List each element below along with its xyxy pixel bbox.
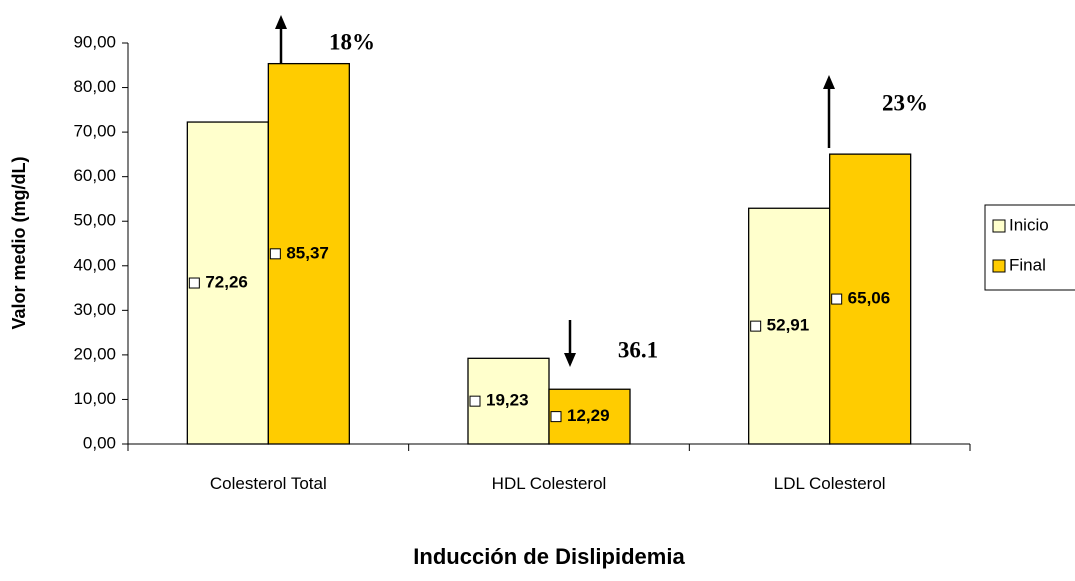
label-marker bbox=[750, 320, 762, 332]
label-marker bbox=[269, 248, 281, 260]
legend-box bbox=[984, 204, 1075, 291]
legend-label: Final bbox=[1009, 255, 1046, 274]
x-tick-label: Colesterol Total bbox=[209, 474, 327, 493]
label-marker bbox=[188, 277, 200, 289]
data-label: 12,29 bbox=[567, 406, 610, 425]
x-tick-label: LDL Colesterol bbox=[773, 474, 886, 493]
data-label: 85,37 bbox=[286, 243, 329, 262]
legend-label: Inicio bbox=[1009, 215, 1049, 234]
legend-swatch bbox=[992, 259, 1006, 273]
y-tick-label: 80,00 bbox=[73, 77, 116, 96]
annotation: 23% bbox=[882, 90, 928, 115]
data-label: 19,23 bbox=[486, 391, 529, 410]
bar bbox=[467, 357, 550, 445]
data-label: 72,26 bbox=[205, 273, 248, 292]
label-marker bbox=[550, 411, 562, 423]
label-marker bbox=[831, 293, 843, 305]
y-tick-label: 50,00 bbox=[73, 211, 116, 230]
y-tick-label: 60,00 bbox=[73, 166, 116, 185]
y-tick-label: 30,00 bbox=[73, 300, 116, 319]
y-tick-label: 10,00 bbox=[73, 389, 116, 408]
label-marker bbox=[469, 395, 481, 407]
data-label: 52,91 bbox=[767, 316, 810, 335]
y-tick-label: 0,00 bbox=[83, 433, 116, 452]
annotation: 36.1 bbox=[618, 337, 658, 362]
bar bbox=[548, 388, 631, 445]
y-tick-label: 70,00 bbox=[73, 122, 116, 141]
bar bbox=[267, 62, 350, 445]
y-axis-title: Valor medio (mg/dL) bbox=[9, 156, 29, 329]
y-tick-label: 40,00 bbox=[73, 255, 116, 274]
legend-swatch bbox=[992, 219, 1006, 233]
y-tick-label: 20,00 bbox=[73, 344, 116, 363]
arrow-head bbox=[564, 353, 576, 367]
y-tick-label: 90,00 bbox=[73, 32, 116, 51]
bar bbox=[829, 153, 912, 445]
data-label: 65,06 bbox=[848, 289, 891, 308]
x-tick-label: HDL Colesterol bbox=[491, 474, 607, 493]
arrow-head bbox=[823, 75, 835, 89]
arrow-head bbox=[275, 15, 287, 29]
x-axis-title: Inducción de Dislipidemia bbox=[413, 544, 685, 569]
annotation: 18% bbox=[329, 29, 375, 54]
bar bbox=[748, 207, 831, 445]
